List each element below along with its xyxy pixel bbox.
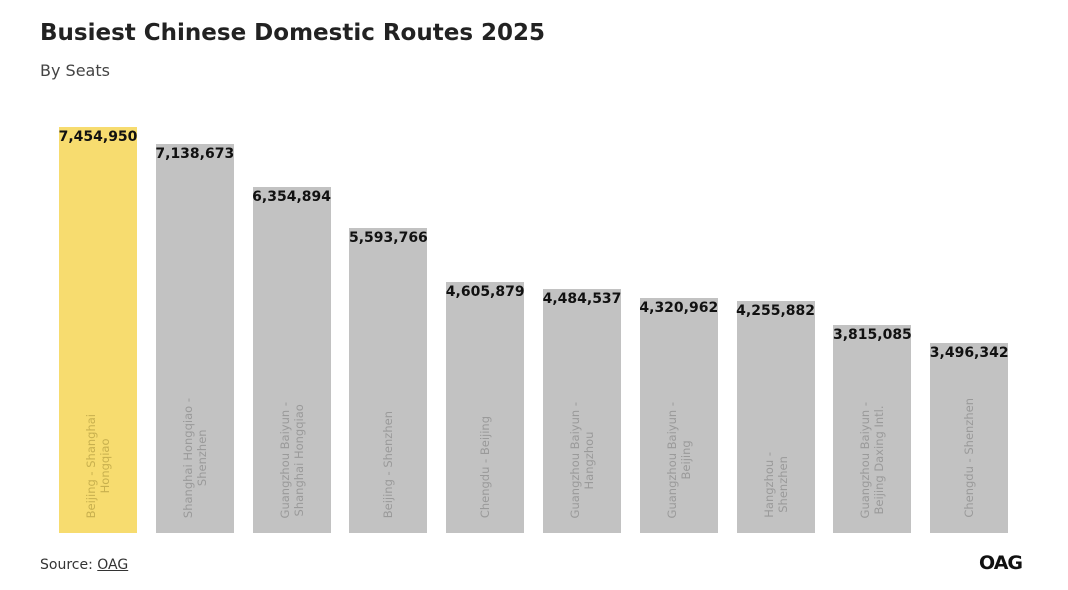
value-label: 3,496,342	[929, 344, 1009, 361]
value-label: 4,605,879	[445, 284, 525, 301]
bar	[155, 144, 234, 533]
value-label: 6,354,894	[252, 188, 332, 205]
source: Source: OAG	[40, 557, 128, 573]
category-label: Guangzhou Baiyun - Beijing Daxing Intl.	[858, 401, 887, 518]
bar	[639, 297, 718, 533]
value-label: 4,255,882	[736, 303, 816, 320]
value-label: 7,138,673	[155, 146, 235, 163]
category-label: Hangzhou - Shenzhen	[761, 452, 790, 518]
bar	[736, 301, 815, 533]
chart-title: Busiest Chinese Domestic Routes 2025	[40, 20, 546, 46]
bar	[446, 282, 525, 533]
logo: OAG	[979, 552, 1023, 574]
bar	[543, 288, 621, 533]
category-label: Beijing - Shanghai Hongqiao	[84, 413, 112, 518]
value-label: 4,484,537	[542, 290, 622, 307]
category-label: Guangzhou Baiyun - Hangzhou	[568, 401, 596, 518]
value-label: 5,593,766	[348, 230, 428, 247]
bar	[930, 342, 1009, 533]
value-label: 7,454,950	[58, 129, 138, 145]
bar	[349, 228, 428, 533]
category-label: Guangzhou Baiyun - Shanghai Hongqiao	[277, 401, 306, 518]
category-label: Chengdu - Beijing	[478, 415, 493, 518]
bar	[833, 325, 912, 533]
category-label: Beijing - Shenzhen	[381, 410, 396, 518]
category-label: Guangzhou Baiyun - Beijing	[664, 401, 693, 518]
chart-subtitle: By Seats	[40, 61, 110, 80]
bar	[59, 127, 137, 533]
category-label: Chengdu - Shenzhen	[962, 398, 977, 518]
bar	[252, 186, 331, 533]
source-label: Source:	[40, 557, 93, 573]
value-label: 4,320,962	[639, 299, 719, 316]
source-link[interactable]: OAG	[97, 557, 129, 573]
value-label: 3,815,085	[832, 327, 912, 344]
category-label: Shanghai Hongqiao - Shenzhen	[180, 397, 209, 518]
